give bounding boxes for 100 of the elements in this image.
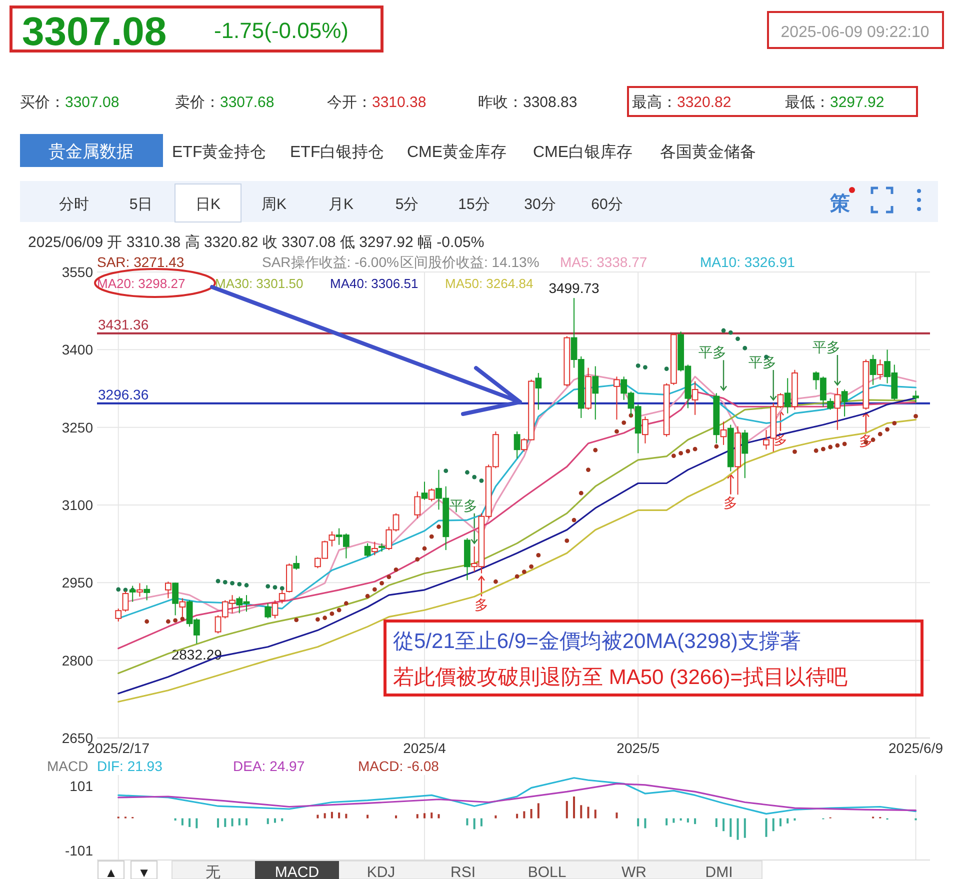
bar: [324, 813, 326, 818]
bar: [744, 818, 746, 838]
bar: [736, 818, 739, 840]
annotation: 多: [474, 596, 488, 612]
bar: [430, 812, 433, 818]
text: 60分: [591, 196, 623, 213]
text: CME白银库存: [533, 143, 633, 161]
text: -1.75(-0.05%): [214, 18, 349, 43]
bar: [786, 818, 789, 824]
bar: [644, 818, 646, 828]
bar: [316, 814, 319, 818]
bar: [416, 814, 418, 818]
candlestick: [642, 416, 648, 444]
line-series: [118, 782, 917, 812]
bar: [224, 818, 226, 827]
text: 2025-06-09 09:22:10: [780, 24, 930, 41]
candlestick: [827, 398, 834, 410]
bar: [231, 818, 234, 826]
bar: [779, 818, 782, 826]
text: MA30: 3301.50: [215, 276, 304, 291]
text: RSI: [450, 864, 476, 879]
y-tick-label: 3550: [62, 264, 94, 280]
y-tick-label: 3250: [62, 419, 94, 436]
text: MA50: 3264.84: [445, 276, 534, 291]
candlestick: [421, 481, 428, 500]
bar: [238, 818, 240, 826]
candlestick: [364, 542, 371, 558]
text: 今开：3310.38: [327, 94, 426, 111]
candlestick: [293, 555, 300, 570]
text: MA40: 3306.51: [330, 276, 418, 291]
bar: [722, 818, 725, 832]
bar: [580, 805, 582, 818]
bar: [480, 818, 482, 826]
bar: [494, 815, 497, 818]
candlestick: [264, 602, 272, 619]
bar: [594, 810, 596, 818]
candlestick: [692, 380, 698, 416]
series-label: DIF: 21.93: [97, 758, 163, 774]
candlestick: [912, 390, 919, 404]
bar: [523, 811, 526, 818]
candlestick: [172, 582, 179, 616]
text: 区间股价收益: 14.13%: [400, 254, 540, 270]
text: 策: [829, 193, 850, 215]
text: DMI: [705, 864, 733, 879]
candlestick: [876, 359, 884, 380]
annotation: 若此價被攻破則退防至 MA50 (3266)=拭目以待吧: [393, 666, 848, 689]
bar: [715, 818, 718, 827]
y-tick-label: 3100: [62, 497, 94, 513]
x-tick-label: 2025/5: [616, 740, 660, 756]
bar: [188, 818, 191, 827]
candlestick: [136, 582, 143, 598]
text: 贵金属数据: [48, 142, 134, 161]
candlestick: [144, 584, 150, 601]
text: 最低：3297.92: [785, 94, 884, 111]
bar: [266, 818, 269, 824]
annotation: 平多: [449, 497, 478, 514]
candlestick: [414, 491, 421, 519]
text: ▲: [104, 865, 118, 879]
ref-line-label: 3431.36: [98, 316, 149, 332]
bar: [395, 815, 398, 818]
text: SAR: 3271.43: [97, 254, 184, 270]
candlestick: [535, 372, 542, 410]
bar: [438, 814, 440, 818]
bar: [772, 818, 774, 832]
candlestick: [841, 389, 848, 417]
text: 昨收：3308.83: [478, 94, 578, 111]
bar: [686, 818, 689, 822]
bar: [587, 806, 590, 818]
chart-title: MACD: [47, 758, 88, 774]
candlestick: [614, 376, 620, 420]
text: ▼: [138, 865, 150, 879]
bar: [530, 809, 532, 818]
candlestick: [742, 429, 748, 479]
ref-line-label: 3296.36: [98, 386, 149, 402]
text: 无: [206, 864, 220, 879]
annotation: 多: [724, 494, 738, 510]
text: 5分: [395, 196, 419, 213]
bar: [345, 814, 348, 818]
text: MA20: 3298.27: [97, 276, 186, 291]
text: MA5: 3338.77: [560, 254, 648, 270]
text: 15分: [458, 196, 490, 213]
text: 卖价：3307.68: [175, 94, 274, 111]
x-tick-label: 2025/6/9: [888, 740, 944, 756]
text: MACD: -6.08: [358, 758, 440, 774]
bar: [196, 818, 198, 828]
text: 最高：3320.82: [632, 94, 732, 111]
bar: [338, 812, 340, 818]
text: CME黄金库存: [407, 143, 507, 161]
text: KDJ: [366, 864, 396, 879]
bar: [246, 818, 248, 826]
text: ETF白银持仓: [290, 143, 384, 161]
bar: [573, 796, 576, 818]
annotation: 從5/21至止6/9=金價均被20MA(3298)支撐著: [393, 630, 801, 653]
bar: [666, 818, 668, 826]
candlestick: [870, 354, 876, 386]
y-tick-label: 101: [70, 778, 94, 794]
candlestick: [428, 488, 435, 502]
candlestick: [592, 366, 599, 420]
bar: [672, 818, 675, 823]
bar: [424, 813, 426, 818]
